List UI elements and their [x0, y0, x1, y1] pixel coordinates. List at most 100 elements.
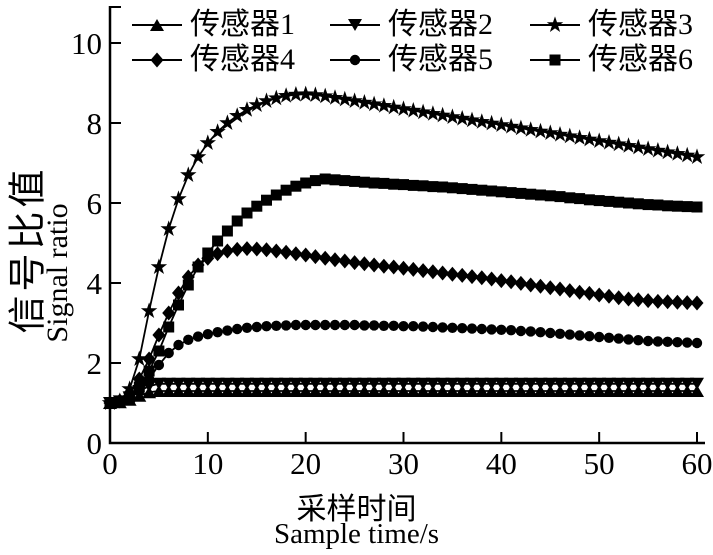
circle-marker: [202, 329, 213, 340]
circle-marker: [241, 322, 253, 333]
star-marker: [649, 142, 667, 158]
circle-marker: [320, 319, 331, 331]
diamond-marker: [582, 285, 596, 301]
star-marker: [160, 220, 177, 236]
star-marker: [365, 95, 383, 112]
triangle-up-marker: [367, 385, 382, 397]
star-marker: [326, 89, 344, 105]
square-marker: [549, 54, 561, 65]
legend-item-3: 传感器3: [529, 9, 693, 40]
triangle-up-marker: [425, 385, 440, 397]
square-marker: [544, 190, 556, 202]
triangle-down-marker: [396, 377, 411, 390]
circle-marker: [505, 325, 517, 336]
diamond-marker: [220, 243, 234, 259]
circle-marker: [329, 319, 341, 331]
circle-marker: [642, 335, 654, 347]
circle-marker: [603, 332, 615, 343]
diamond-marker: [631, 292, 645, 308]
star-marker: [483, 114, 500, 131]
diamond-marker: [308, 249, 322, 265]
diamond-marker: [504, 274, 518, 290]
circle-marker: [378, 320, 390, 331]
star-marker: [356, 94, 373, 110]
diamond-marker: [328, 252, 342, 268]
triangle-down-marker: [386, 377, 401, 390]
diamond-marker: [397, 260, 410, 276]
triangle-down-marker: [240, 377, 254, 390]
x-tick-label: 10: [192, 446, 223, 481]
star-marker: [140, 302, 158, 318]
triangle-down-marker: [230, 377, 245, 390]
star-marker: [131, 350, 148, 366]
circle-marker: [261, 321, 272, 332]
triangle-down-marker: [376, 377, 391, 390]
square-marker: [143, 365, 155, 377]
triangle-up-marker: [416, 385, 431, 397]
circle-marker: [222, 325, 233, 336]
triangle-down-marker: [631, 377, 646, 390]
triangle-up-marker: [435, 385, 450, 397]
diamond-marker: [475, 270, 489, 286]
triangle-down-marker: [592, 377, 607, 390]
diamond-marker: [485, 271, 499, 287]
square-marker: [202, 247, 214, 259]
star-legend-icon: [530, 15, 580, 32]
triangle-up-marker: [269, 385, 284, 397]
triangle-down-marker: [191, 377, 206, 390]
circle-marker: [349, 54, 361, 65]
star-marker: [297, 85, 314, 102]
triangle-up-marker: [572, 385, 587, 397]
star-marker: [434, 106, 451, 123]
star-marker: [546, 15, 564, 32]
triangle-down-marker: [572, 377, 587, 390]
y-axis-label-en: Signal ratio: [41, 203, 74, 343]
triangle-up-marker: [680, 385, 695, 397]
square-marker: [671, 200, 683, 212]
x-axis-label-zh: 采样时间: [296, 493, 417, 526]
axes: [108, 6, 705, 445]
circle-marker: [545, 327, 556, 339]
y-tick-label: 4: [87, 266, 103, 301]
triangle-up-marker: [298, 385, 313, 397]
square-marker: [339, 175, 351, 187]
triangle-down-marker: [602, 377, 616, 390]
star-marker: [238, 101, 256, 117]
triangle-up-marker: [611, 385, 626, 397]
legend-item-5: 传感器5: [329, 42, 529, 76]
triangle-down-marker: [328, 377, 342, 390]
star-marker: [385, 98, 402, 115]
triangle-down-marker: [650, 377, 665, 390]
triangle-down-marker: [308, 377, 323, 390]
triangle-down-marker: [690, 377, 704, 390]
triangle-down-marker: [416, 377, 431, 390]
legend-item-4: 传感器4: [131, 44, 329, 75]
star-marker: [639, 140, 657, 156]
star-marker: [180, 166, 197, 182]
square-marker: [153, 345, 165, 357]
triangle-up-marker: [602, 385, 616, 397]
triangle-up-marker: [279, 385, 294, 397]
triangle-down-marker: [357, 377, 372, 390]
circle-marker: [447, 322, 458, 333]
circle-marker: [662, 336, 673, 347]
triangle-down-marker: [151, 377, 166, 390]
square-marker: [662, 200, 674, 212]
star-marker: [375, 97, 393, 113]
triangle-down-marker: [660, 377, 675, 390]
x-tick-label: 30: [388, 446, 419, 481]
triangle-up-marker: [240, 385, 254, 397]
triangle-up-marker: [631, 385, 646, 397]
legend-label: 传感器5: [388, 42, 493, 76]
square-marker: [270, 189, 282, 201]
triangle-up-marker: [337, 385, 352, 397]
triangle-up-legend-icon: [132, 18, 182, 31]
triangle-down-marker: [249, 377, 264, 390]
star-marker: [502, 118, 520, 134]
triangle-up-marker: [347, 385, 362, 397]
circle-marker: [584, 331, 595, 342]
legend: 传感器1 传感器2 传感器3 传感器4 传感器5 传感器6: [131, 7, 693, 77]
triangle-up-marker: [328, 385, 342, 397]
diamond-marker: [230, 241, 244, 257]
diamond-marker: [514, 275, 528, 291]
